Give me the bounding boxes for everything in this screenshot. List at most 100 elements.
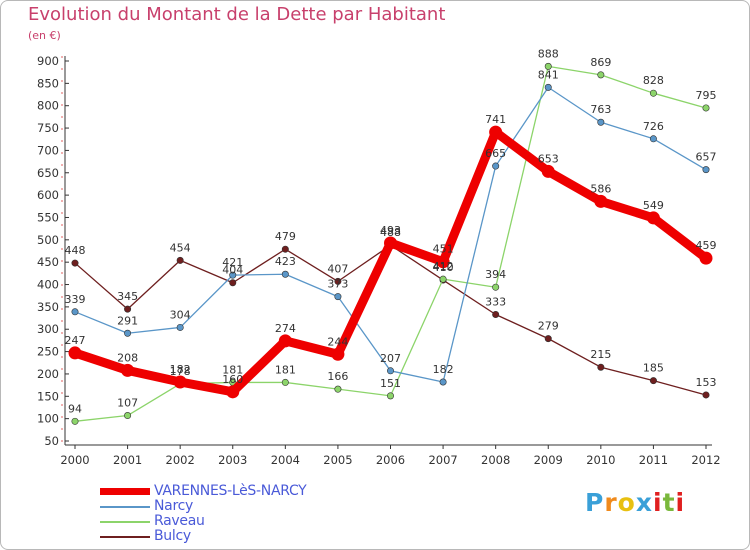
data-label: 345 xyxy=(117,290,138,303)
data-label: 407 xyxy=(327,262,348,275)
legend-item-bulcy: Bulcy xyxy=(100,529,400,544)
legend-label-bulcy: Bulcy xyxy=(154,528,191,544)
data-label: 304 xyxy=(170,308,191,321)
data-label: 448 xyxy=(65,244,86,257)
data-point xyxy=(334,277,342,285)
x-tick-label: 2005 xyxy=(323,453,352,467)
data-point xyxy=(71,259,79,267)
data-label: 410 xyxy=(433,261,454,274)
data-label: 869 xyxy=(590,56,611,69)
x-tick-label: 2003 xyxy=(218,453,247,467)
y-tick-label: 650 xyxy=(37,166,59,180)
logo-letter: t xyxy=(662,488,676,517)
data-point xyxy=(124,305,132,313)
data-point xyxy=(384,236,397,250)
y-tick-label: 400 xyxy=(37,278,59,292)
data-point xyxy=(492,283,500,291)
legend-label-narcy: Narcy xyxy=(154,498,193,514)
x-tick-label: 2006 xyxy=(376,453,405,467)
y-tick-label: 600 xyxy=(37,188,59,202)
y-tick-label: 250 xyxy=(37,345,59,359)
data-label: 763 xyxy=(590,103,611,116)
data-label: 181 xyxy=(222,363,243,376)
data-point xyxy=(544,335,552,343)
legend-item-varennes: VARENNES-LèS-NARCY xyxy=(100,484,400,499)
x-tick-label: 2001 xyxy=(113,453,142,467)
legend-swatch-bulcy xyxy=(100,536,150,538)
data-label: 160 xyxy=(222,373,243,386)
logo-letter: P xyxy=(585,488,605,517)
data-label: 841 xyxy=(538,68,559,81)
x-tick-label: 2010 xyxy=(586,453,615,467)
data-label: 412 xyxy=(433,260,454,273)
data-label: 795 xyxy=(696,89,717,102)
y-tick-label: 900 xyxy=(37,54,59,68)
data-point xyxy=(436,255,450,269)
data-point xyxy=(226,385,240,399)
data-point xyxy=(176,323,184,331)
legend-item-narcy: Narcy xyxy=(100,499,400,514)
y-tick-label: 850 xyxy=(37,76,59,90)
y-tick-label: 800 xyxy=(37,99,59,113)
data-label: 107 xyxy=(117,397,138,410)
x-tick-label: 2000 xyxy=(60,453,89,467)
logo-letter: i xyxy=(675,488,686,517)
data-label: 454 xyxy=(170,241,191,254)
data-label: 339 xyxy=(65,293,86,306)
data-label: 828 xyxy=(643,74,664,87)
data-label: 274 xyxy=(275,322,296,335)
data-label: 423 xyxy=(275,255,296,268)
data-point xyxy=(439,275,447,283)
data-label: 404 xyxy=(222,264,243,277)
data-point xyxy=(649,377,657,385)
data-label: 182 xyxy=(170,363,191,376)
legend-label-raveau: Raveau xyxy=(154,513,205,529)
y-tick-label: 750 xyxy=(37,121,59,135)
data-label: 207 xyxy=(380,352,401,365)
y-tick-label: 700 xyxy=(37,143,59,157)
x-tick-label: 2004 xyxy=(271,453,300,467)
data-point xyxy=(544,83,552,91)
data-point xyxy=(334,293,342,301)
legend-swatch-narcy xyxy=(100,506,150,508)
x-tick-label: 2011 xyxy=(639,453,668,467)
x-tick-label: 2008 xyxy=(481,453,510,467)
legend-swatch-varennes xyxy=(100,488,150,495)
data-point xyxy=(597,71,605,79)
data-point xyxy=(71,417,79,425)
data-label: 166 xyxy=(327,370,348,383)
data-point xyxy=(702,104,710,112)
data-point xyxy=(281,245,289,253)
data-label: 247 xyxy=(65,334,86,347)
logo-letter: o xyxy=(617,488,636,517)
data-point xyxy=(594,194,608,208)
data-point xyxy=(646,211,660,225)
data-label: 181 xyxy=(275,363,296,376)
data-label: 493 xyxy=(380,224,401,237)
legend-label-varennes: VARENNES-LèS-NARCY xyxy=(154,483,307,499)
line-chart: 50 100 150 200 250 300 350 400 450 500 550 600 650 70… xyxy=(37,47,721,467)
data-point xyxy=(173,375,187,389)
data-label: 459 xyxy=(696,239,717,252)
y-tick-label: 450 xyxy=(37,255,59,269)
x-tick-label: 2012 xyxy=(691,453,720,467)
data-point xyxy=(544,62,552,70)
data-point xyxy=(439,378,447,386)
data-label: 421 xyxy=(222,256,243,269)
chart-title: Evolution du Montant de la Dette par Hab… xyxy=(28,4,446,25)
data-label: 665 xyxy=(485,147,506,160)
data-point xyxy=(278,334,292,348)
data-label: 279 xyxy=(538,320,559,333)
data-point xyxy=(68,346,82,360)
chart-subtitle: (en €) xyxy=(28,29,61,42)
data-point xyxy=(702,391,710,399)
data-point xyxy=(702,166,710,174)
data-label: 586 xyxy=(590,182,611,195)
data-point xyxy=(121,363,135,377)
y-tick-label: 50 xyxy=(44,434,59,448)
y-tick-label: 550 xyxy=(37,210,59,224)
data-label: 94 xyxy=(68,402,82,415)
data-label: 394 xyxy=(485,268,506,281)
data-label: 488 xyxy=(380,226,401,239)
data-label: 373 xyxy=(327,278,348,291)
